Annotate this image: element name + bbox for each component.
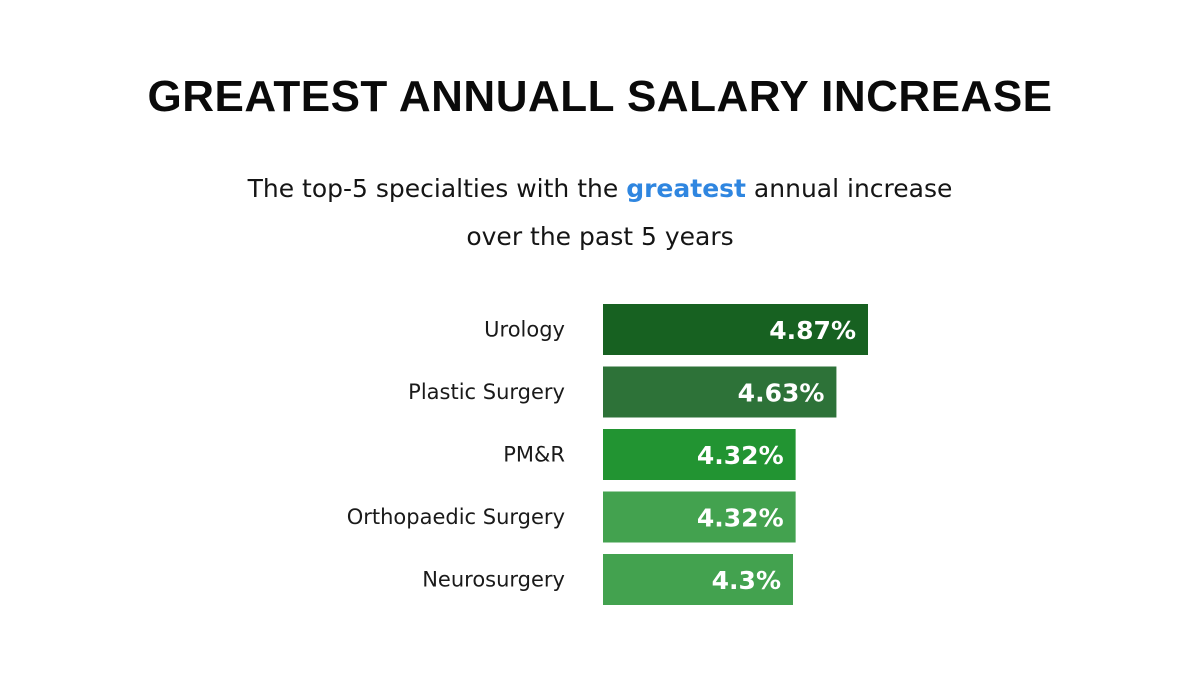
value-label: 4.32% bbox=[697, 504, 784, 533]
subtitle-line-2: over the past 5 years bbox=[466, 222, 734, 251]
bar-3 bbox=[603, 491, 796, 543]
category-label: Urology bbox=[484, 318, 565, 342]
value-label: 4.87% bbox=[769, 316, 856, 345]
chart-subtitle: The top-5 specialties with the greatest … bbox=[0, 165, 1200, 261]
bar-1 bbox=[603, 366, 837, 418]
subtitle-text-after: annual increase bbox=[745, 174, 953, 203]
category-label: PM&R bbox=[503, 443, 565, 467]
value-label: 4.32% bbox=[697, 441, 784, 470]
bar-4 bbox=[603, 554, 793, 605]
category-label: Neurosurgery bbox=[422, 568, 565, 592]
category-label: Plastic Surgery bbox=[408, 380, 565, 404]
subtitle-highlight: greatest bbox=[626, 174, 746, 203]
category-label: Orthopaedic Surgery bbox=[347, 505, 565, 529]
chart-title: GREATEST ANNUALL SALARY INCREASE bbox=[147, 72, 1053, 121]
value-label: 4.63% bbox=[738, 379, 825, 408]
bar-0 bbox=[603, 304, 868, 355]
value-label: 4.3% bbox=[712, 566, 781, 595]
subtitle-text-before: The top-5 specialties with the bbox=[247, 174, 627, 203]
subtitle-line-1: The top-5 specialties with the greatest … bbox=[0, 165, 1200, 213]
bar-2 bbox=[603, 429, 796, 480]
